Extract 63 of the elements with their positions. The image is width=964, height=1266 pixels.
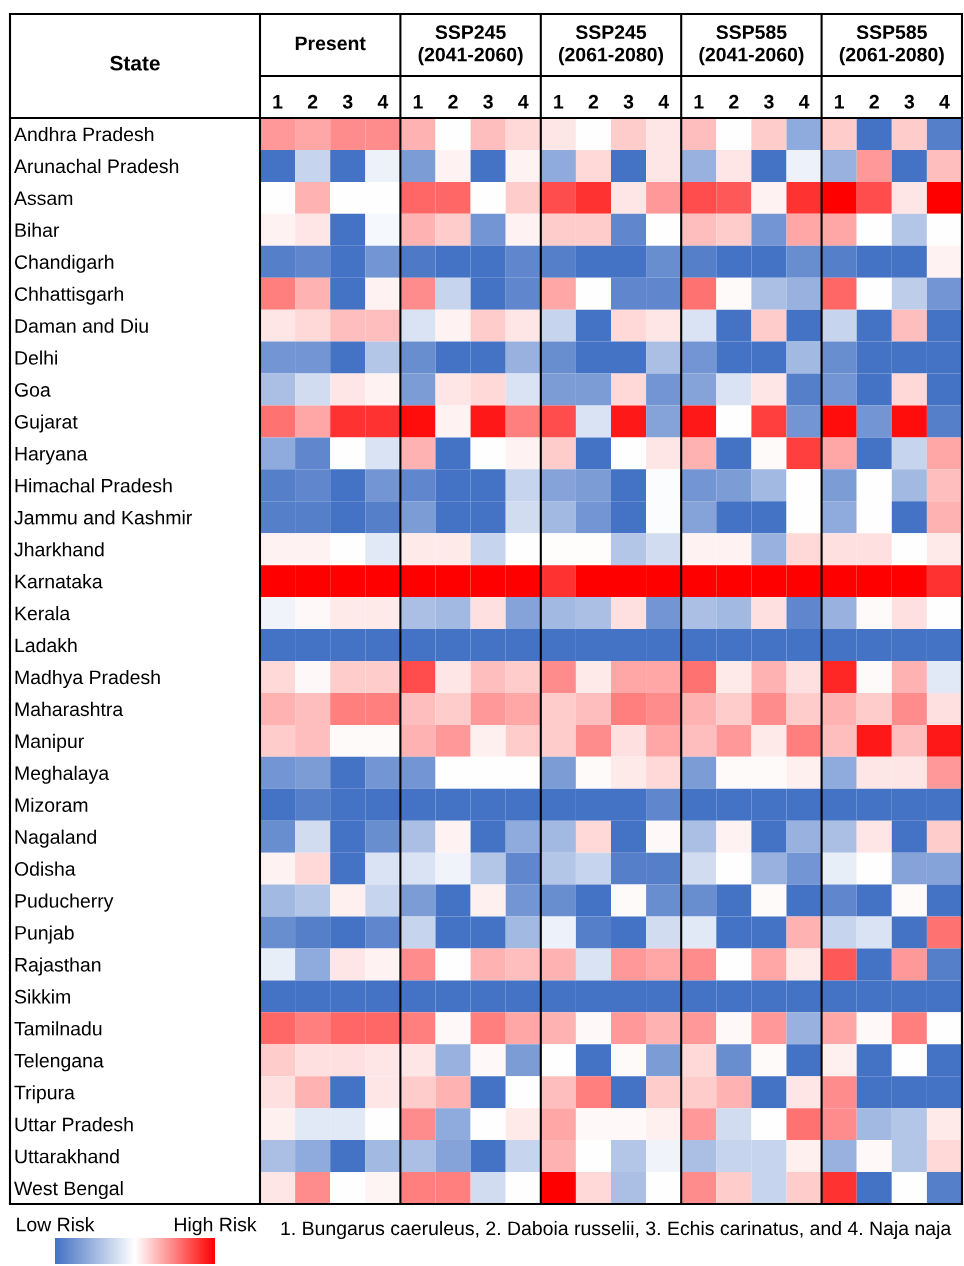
text: SSP585 (2041-2060) bbox=[699, 25, 804, 66]
x-tick-label: 4 bbox=[518, 95, 529, 109]
x-tick-label: 3 bbox=[342, 94, 353, 109]
y-tick-label: Sikkim bbox=[14, 989, 70, 1004]
y-tick-label: Meghalaya bbox=[15, 765, 110, 784]
text: 1. Bungarus caeruleus, 2. Daboia russelii, 3. Echis carinatus, and 4. Naja naja bbox=[281, 1220, 952, 1240]
x-tick-label: 4 bbox=[939, 95, 950, 109]
y-tick-label: Kerala bbox=[15, 606, 71, 621]
x-tick-label: 3 bbox=[904, 94, 915, 109]
x-tick-label: 1 bbox=[694, 95, 704, 109]
y-tick-label: Tamilnadu bbox=[14, 1021, 102, 1036]
y-tick-label: Uttarakhand bbox=[15, 1149, 119, 1164]
x-tick-label: 2 bbox=[729, 94, 739, 109]
x-tick-label: 3 bbox=[483, 94, 493, 109]
x-tick-label: 2 bbox=[307, 94, 318, 109]
y-tick-label: Assam bbox=[14, 191, 73, 206]
y-tick-label: Gujarat bbox=[14, 414, 78, 433]
y-tick-label: Bihar bbox=[15, 222, 60, 238]
y-tick-label: Rajasthan bbox=[15, 957, 101, 976]
x-tick-label: 2 bbox=[448, 94, 458, 109]
y-tick-label: Daman and Diu bbox=[15, 318, 148, 333]
y-tick-label: Telengana bbox=[14, 1053, 104, 1072]
y-tick-label: Maharashtra bbox=[15, 701, 124, 717]
x-tick-label: 4 bbox=[798, 95, 810, 109]
y-tick-label: Tripura bbox=[14, 1085, 75, 1104]
y-tick-label: West Bengal bbox=[14, 1180, 123, 1200]
x-tick-label: 1 bbox=[554, 95, 564, 109]
y-axis-title: State bbox=[110, 55, 160, 71]
y-tick-label: Goa bbox=[14, 382, 51, 397]
y-tick-label: Odisha bbox=[14, 861, 76, 876]
x-tick-label: 2 bbox=[588, 94, 599, 109]
y-tick-label: Madhya Pradesh bbox=[15, 669, 160, 689]
x-tick-label: 1 bbox=[834, 95, 845, 109]
y-tick-label: Haryana bbox=[15, 447, 88, 465]
y-tick-label: Chandigarh bbox=[14, 254, 114, 273]
color-bar-label: Low Risk bbox=[17, 1217, 95, 1232]
y-tick-label: Punjab bbox=[15, 925, 74, 944]
text: SSP585 (2061-2080) bbox=[839, 25, 944, 66]
y-tick-label: Nagaland bbox=[15, 829, 96, 848]
text: Present bbox=[295, 36, 366, 51]
text: SSP245 (2061-2080) bbox=[559, 25, 664, 66]
y-tick-label: Jharkhand bbox=[14, 542, 104, 557]
y-tick-label: Delhi bbox=[15, 350, 57, 365]
x-tick-label: 4 bbox=[377, 95, 389, 109]
y-tick-label: Uttar Pradesh bbox=[15, 1117, 133, 1132]
y-tick-label: Mizoram bbox=[15, 797, 88, 812]
y-tick-label: Andhra Pradesh bbox=[14, 126, 154, 142]
y-tick-label: Karnataka bbox=[15, 574, 103, 589]
y-tick-label: Himachal Pradesh bbox=[15, 478, 172, 493]
y-tick-label: Ladakh bbox=[15, 637, 77, 653]
x-tick-label: 2 bbox=[869, 94, 879, 109]
color-bar-label: High Risk bbox=[175, 1217, 257, 1236]
x-tick-label: 3 bbox=[763, 94, 774, 109]
x-tick-label: 4 bbox=[658, 95, 669, 109]
x-tick-label: 1 bbox=[273, 95, 283, 109]
x-tick-label: 1 bbox=[413, 95, 423, 109]
y-tick-label: Jammu and Kashmir bbox=[14, 510, 192, 525]
text: SSP245 (2041-2060) bbox=[418, 25, 523, 66]
x-tick-label: 3 bbox=[623, 94, 634, 109]
y-tick-label: Puducherry bbox=[15, 893, 114, 912]
y-tick-label: Manipur bbox=[15, 733, 84, 752]
y-tick-label: Arunachal Pradesh bbox=[14, 158, 179, 174]
y-tick-label: Chhattisgarh bbox=[14, 286, 123, 305]
